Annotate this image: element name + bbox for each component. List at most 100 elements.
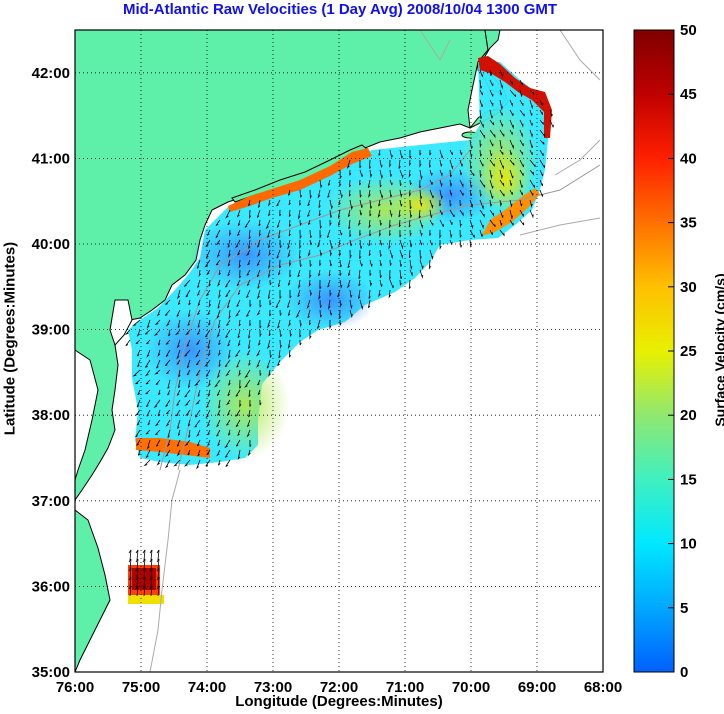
velocity-arrow [499, 69, 504, 79]
lon-tick-label: 75:00 [122, 679, 160, 696]
velocity-arrow [419, 159, 422, 168]
velocity-arrow [227, 389, 231, 397]
velocity-arrow [153, 329, 161, 336]
velocity-arrow [368, 299, 371, 309]
velocity-arrow [207, 429, 211, 436]
velocity-arrow [429, 179, 433, 185]
velocity-arrow [132, 319, 141, 326]
velocity-arrow [143, 459, 151, 467]
velocity-arrow [135, 567, 139, 579]
velocity-arrow [208, 299, 212, 308]
velocity-arrow [164, 449, 171, 457]
velocity-arrow [237, 219, 241, 226]
velocity-arrow [157, 339, 161, 346]
velocity-arrow [409, 229, 412, 237]
velocity-arrow [173, 459, 181, 467]
velocity-arrow [197, 299, 201, 306]
velocity-arrow [195, 399, 201, 405]
velocity-arrow [248, 339, 251, 349]
colorbar-tick-label: 0 [680, 664, 688, 681]
velocity-high-edge-cape [478, 56, 552, 138]
velocity-arrow [164, 309, 171, 316]
velocity-arrow [268, 249, 272, 257]
velocity-arrow [299, 339, 302, 346]
velocity-arrow [246, 279, 251, 286]
velocity-arrow [327, 299, 331, 310]
colorbar-tick-label: 40 [680, 150, 697, 167]
velocity-arrow [369, 259, 373, 267]
velocity-arrow [239, 399, 242, 408]
velocity-arrow [176, 339, 181, 349]
velocity-arrow [297, 209, 301, 220]
velocity-arrow [539, 169, 544, 177]
velocity-arrow [165, 399, 171, 407]
velocity-arrow [249, 209, 252, 220]
velocity-arrow [246, 289, 251, 299]
velocity-arrow [217, 409, 221, 416]
velocity-arrow [449, 189, 453, 197]
velocity-arrow [197, 319, 201, 328]
velocity-arrow [248, 359, 251, 366]
velocity-arrow [124, 329, 131, 335]
velocity-arrow [237, 339, 241, 347]
velocity-arrow [549, 109, 553, 117]
velocity-arrow [268, 329, 271, 337]
velocity-arrow [256, 269, 261, 278]
velocity-arrow [489, 119, 495, 126]
velocity-arrow [529, 169, 535, 176]
velocity-arrow [408, 159, 412, 167]
velocity-arrow [316, 319, 321, 330]
velocity-arrow [277, 279, 281, 288]
lon-tick-label: 74:00 [188, 679, 226, 696]
velocity-arrow [439, 169, 443, 177]
velocity-arrow [267, 289, 271, 299]
velocity-arrow [318, 209, 321, 217]
velocity-arrow [529, 89, 535, 95]
velocity-arrow [499, 219, 503, 226]
velocity-arrow [176, 309, 181, 317]
velocity-arrow [389, 269, 392, 281]
velocity-low-patch-1 [190, 220, 300, 290]
velocity-arrow [459, 169, 463, 176]
velocity-arrow [218, 339, 221, 346]
velocity-arrow [146, 319, 151, 329]
velocity-arrow [137, 449, 141, 456]
velocity-arrow [519, 219, 525, 226]
velocity-arrow [207, 339, 211, 349]
colorbar-tick-label: 20 [680, 407, 697, 424]
velocity-arrow [277, 269, 281, 276]
velocity-arrow [136, 419, 141, 426]
velocity-arrow [156, 567, 160, 579]
velocity-arrow [234, 239, 241, 249]
velocity-arrow [489, 209, 495, 217]
velocity-arrow [398, 219, 401, 228]
velocity-arrow [359, 259, 363, 267]
velocity-arrow [215, 219, 221, 226]
velocity-arrow [176, 359, 181, 365]
velocity-arrow [359, 299, 364, 311]
velocity-arrow [489, 149, 493, 157]
velocity-arrow [185, 409, 191, 417]
velocity-arrow [337, 289, 341, 298]
velocity-arrow [184, 279, 191, 287]
velocity-arrow [155, 439, 161, 447]
lat-tick-label: 36:00 [32, 578, 70, 595]
velocity-arrow [419, 239, 423, 246]
velocity-arrow [216, 369, 221, 379]
velocity-arrow [228, 379, 231, 386]
velocity-arrow [197, 289, 201, 296]
velocity-arrow [267, 229, 271, 238]
velocity-arrow [237, 429, 241, 436]
velocity-arrow [216, 419, 221, 428]
velocity-arrow [238, 259, 242, 269]
velocity-arrow [329, 319, 332, 330]
land-mainland [75, 30, 489, 501]
velocity-arrow [299, 199, 302, 206]
velocity-arrow [176, 349, 181, 360]
velocity-patch-hatteras-edge [128, 595, 164, 604]
velocity-arrow [145, 359, 151, 368]
velocity-arrow [368, 289, 371, 299]
velocity-arrow [196, 429, 201, 438]
velocity-arrow [309, 329, 312, 340]
velocity-arrow [379, 159, 383, 168]
